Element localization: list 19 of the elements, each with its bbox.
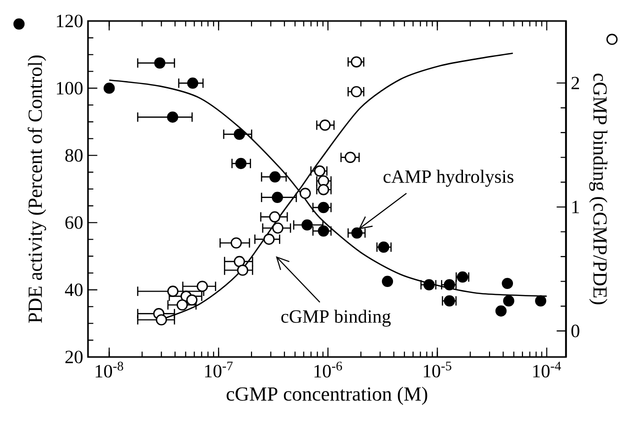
y-tick-label: 80 — [65, 149, 83, 162]
y-axis-title: PDE activity (Percent of Control) — [28, 55, 46, 323]
x-tick-label: 10$^{-4}$ — [533, 362, 561, 378]
x-tick-label: 10$^{-8}$ — [96, 362, 124, 378]
y-tick-label: 100 — [56, 82, 83, 95]
y2-tick-label: 0 — [571, 324, 580, 338]
annotation: cAMP hydrolysis — [384, 170, 514, 187]
y2-tick-label: 1 — [572, 200, 579, 214]
x-tick-label: 10$^{-6}$ — [314, 362, 342, 378]
x-tick-label: 10$^{-7}$ — [205, 362, 233, 378]
y-tick-label: 40 — [64, 283, 83, 296]
x-axis-title: cGMP concentration (M) — [226, 386, 428, 405]
y-tick-label: 60 — [65, 216, 83, 229]
y2-axis-title: cGMP binding (cGMP/PDE) — [589, 74, 608, 304]
annotation: cGMP binding — [281, 310, 391, 327]
y2-tick-label: 2 — [572, 76, 580, 90]
y-tick-label: 20 — [65, 350, 83, 364]
y-tick-label: 120 — [56, 14, 83, 28]
x-tick-label: 10$^{-5}$ — [424, 362, 452, 378]
